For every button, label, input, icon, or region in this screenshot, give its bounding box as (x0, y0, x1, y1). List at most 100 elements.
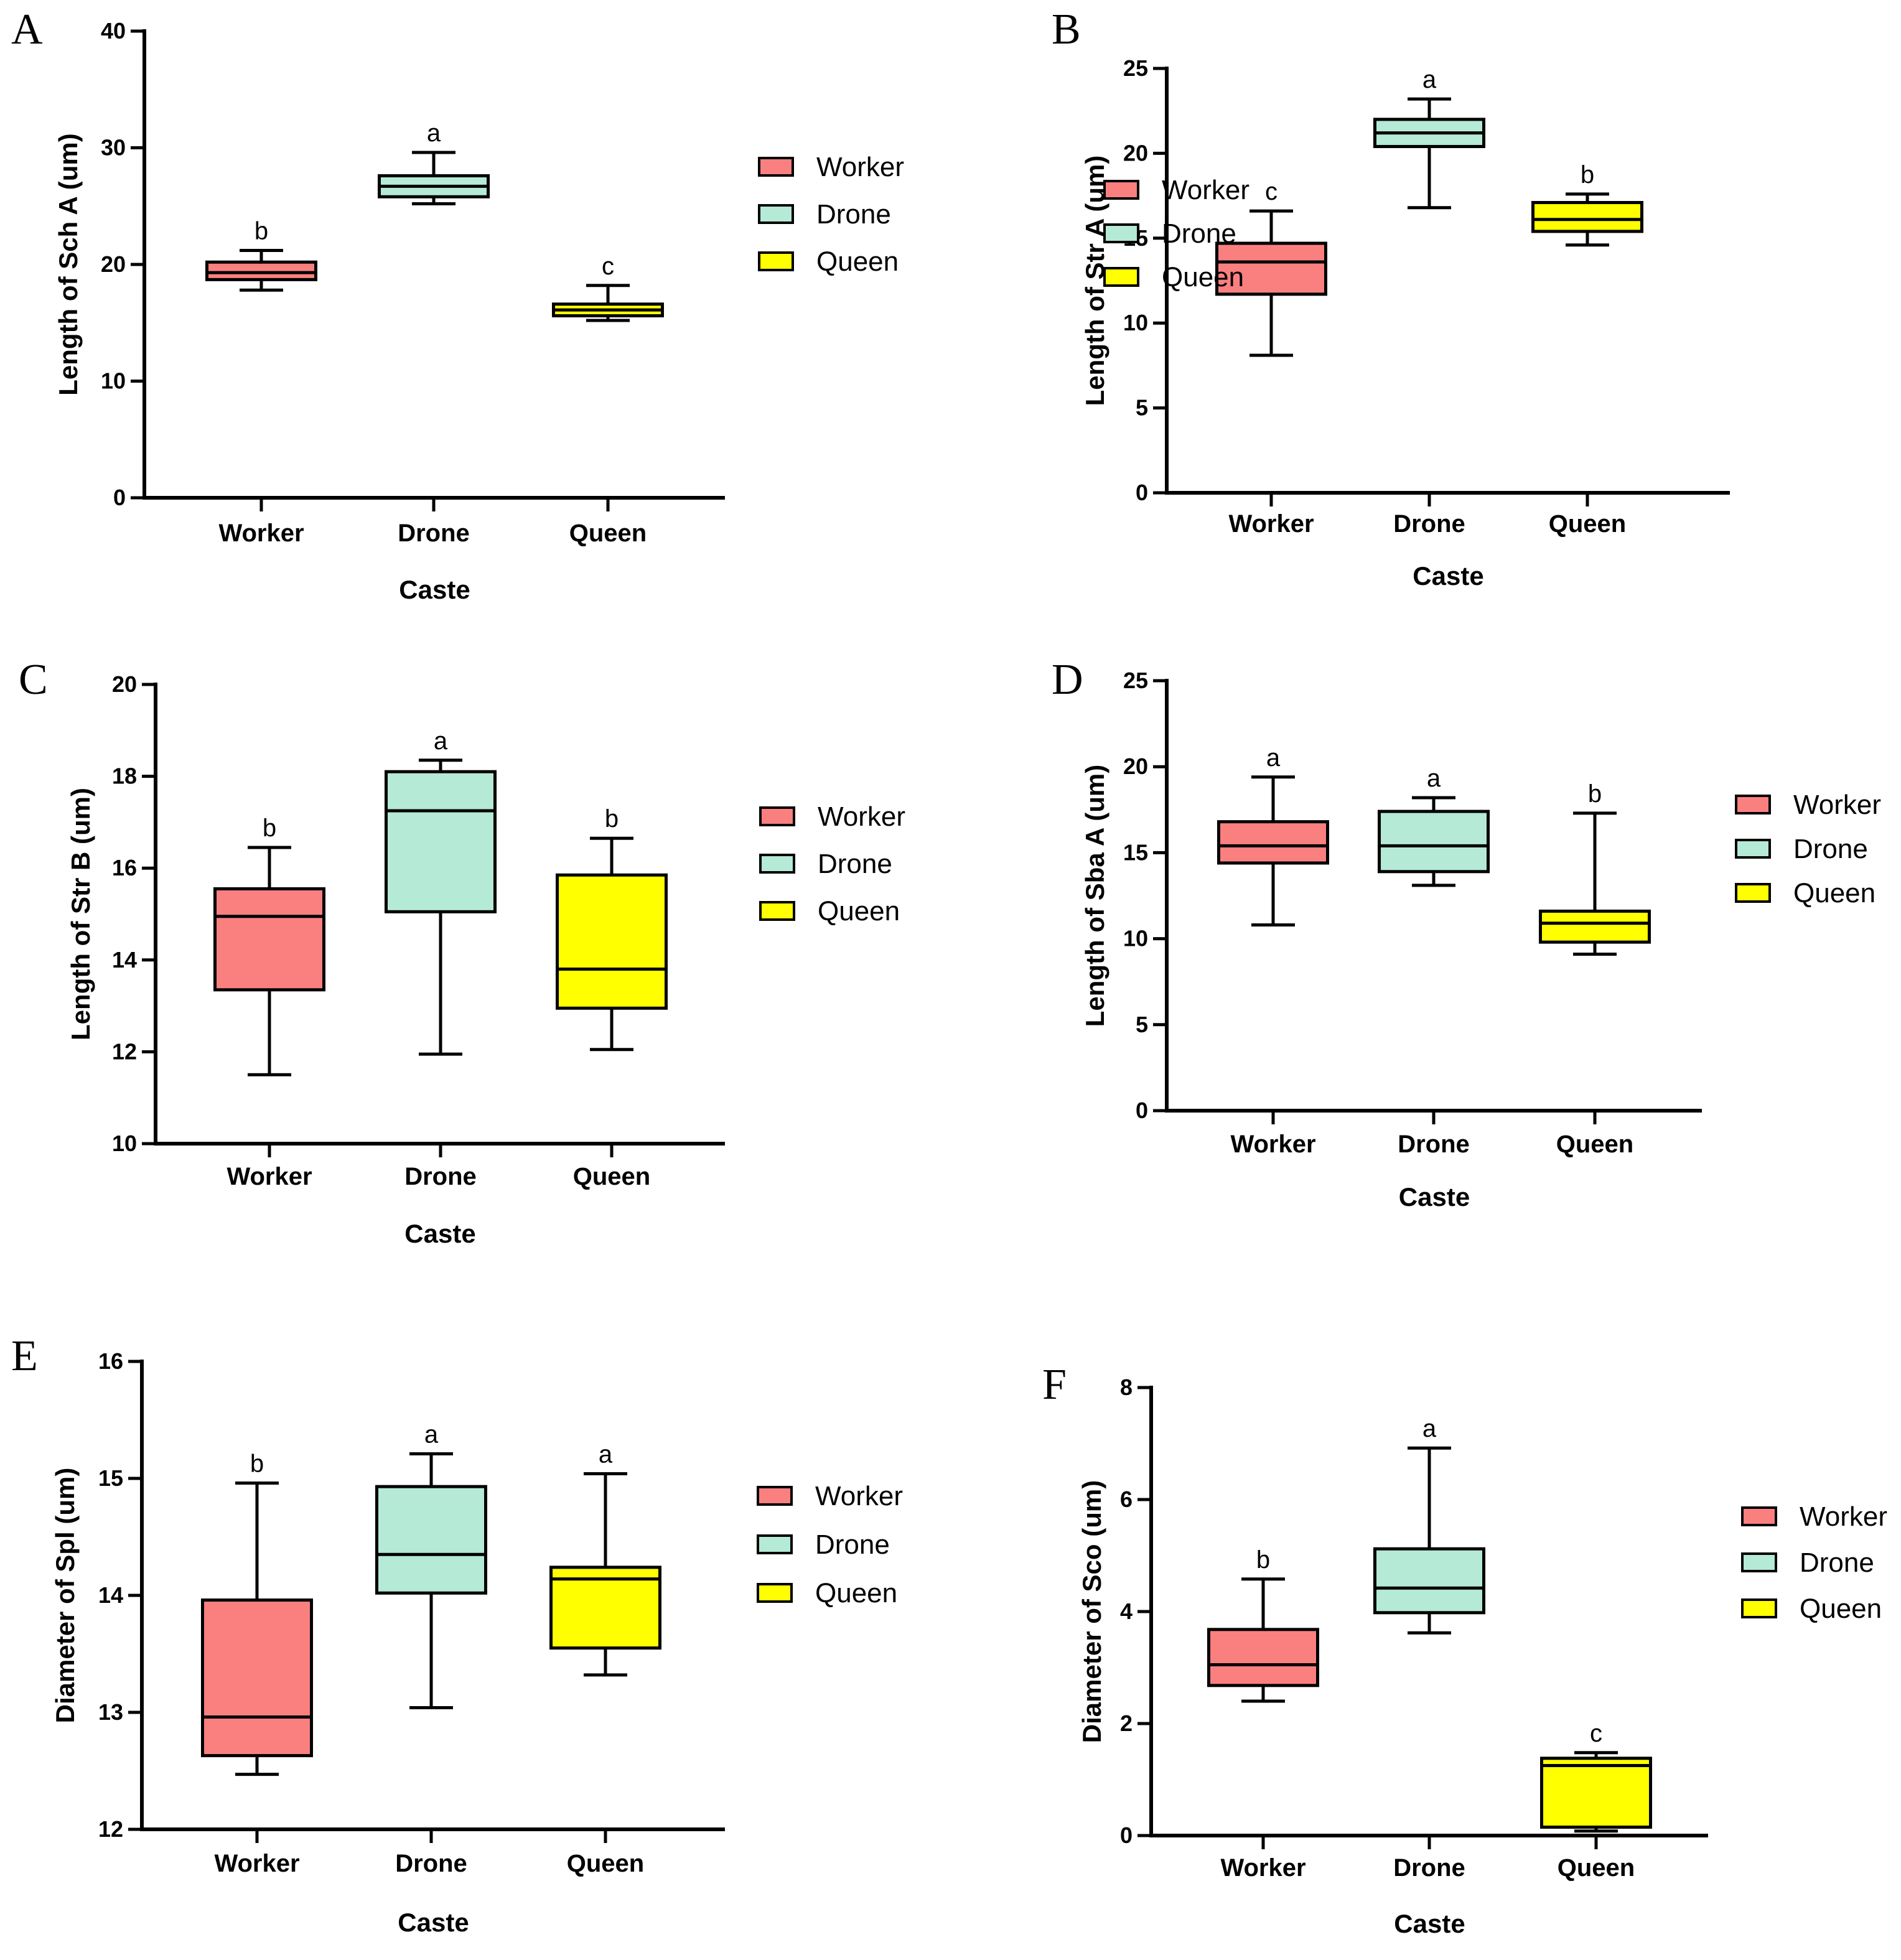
x-axis-title: Caste (1399, 1182, 1470, 1211)
significance-letter: a (1422, 1415, 1437, 1442)
iqr-box (556, 873, 668, 1010)
box-queen: c (552, 253, 664, 322)
legend-label-drone: Drone (816, 199, 891, 230)
box-worker: c (1215, 178, 1327, 357)
iqr-box (1540, 1757, 1652, 1829)
x-tick-label-worker: Worker (1220, 1854, 1305, 1882)
iqr-box (201, 1598, 313, 1758)
legend-swatch-worker (1741, 1506, 1777, 1526)
legend: Worker Drone Queen (1735, 790, 1881, 908)
panel-b: B0510152025Length of Str A (um)WorkercDr… (1052, 6, 1730, 590)
y-tick-label: 16 (112, 855, 137, 880)
significance-letter: c (602, 253, 614, 280)
legend-label-drone: Drone (1793, 834, 1868, 864)
panel-letter: C (19, 656, 48, 704)
legend-label-drone: Drone (818, 849, 892, 879)
x-tick-label-worker: Worker (227, 1163, 312, 1190)
legend-swatch-queen (759, 901, 795, 921)
iqr-box (1207, 1628, 1319, 1687)
x-axis-title: Caste (1394, 1909, 1465, 1938)
legend-label-queen: Queen (1800, 1594, 1882, 1624)
x-tick-label-worker: Worker (1228, 510, 1314, 538)
significance-letter: b (250, 1450, 264, 1478)
y-tick-label: 20 (101, 251, 126, 277)
legend-swatch-queen (1103, 267, 1139, 287)
iqr-box (375, 1485, 487, 1595)
y-tick-label: 6 (1120, 1486, 1133, 1512)
panel-letter: E (11, 1332, 38, 1380)
legend-swatch-drone (1735, 839, 1771, 859)
panel-letter: D (1052, 656, 1083, 704)
iqr-box (1217, 820, 1329, 865)
y-tick-label: 0 (1120, 1822, 1133, 1848)
box-drone: a (1373, 1415, 1485, 1635)
legend-swatch-drone (757, 1534, 793, 1554)
panel-c: C 10 12 14 16 18 20 Length of Str B (um) Worker b… (19, 656, 905, 1248)
x-tick-label-worker: Worker (218, 520, 304, 547)
significance-letter: a (1427, 765, 1441, 792)
panel-f: F 0 2 4 6 8 Diameter of Sco (um) Worker b Drone a Q… (1042, 1361, 1887, 1938)
x-tick-label-drone: Drone (398, 520, 470, 547)
significance-letter: a (434, 727, 448, 755)
x-axis-title: Caste (399, 575, 470, 604)
legend-swatch-worker (1735, 795, 1771, 814)
x-tick-label-queen: Queen (567, 1850, 644, 1877)
legend-swatch-drone (759, 854, 795, 874)
legend-swatch-queen (757, 1583, 793, 1603)
legend-label-queen: Queen (1793, 878, 1875, 908)
legend-swatch-queen (1741, 1598, 1777, 1618)
legend-label-drone: Drone (1162, 218, 1236, 249)
y-tick-label: 40 (101, 18, 126, 44)
significance-letter: b (1588, 780, 1602, 808)
legend-swatch-worker (757, 1486, 793, 1506)
box-drone: a (1373, 66, 1485, 210)
panel-a: A 0 10 20 30 40 Length of Sch A (um) Worker b Dro… (11, 6, 904, 604)
x-tick-label-worker: Worker (1230, 1131, 1315, 1158)
legend: Worker Drone Queen (1103, 175, 1249, 292)
box-drone: a (378, 119, 490, 205)
box-worker: b (1207, 1546, 1319, 1703)
y-tick-label: 4 (1120, 1598, 1133, 1624)
y-tick-label: 30 (101, 135, 126, 161)
iqr-box (1531, 201, 1643, 233)
box-queen: b (1531, 161, 1643, 247)
iqr-box (213, 887, 325, 992)
significance-letter: a (599, 1440, 613, 1468)
significance-letter: b (1581, 161, 1594, 189)
legend-swatch-queen (1735, 883, 1771, 903)
legend: Worker Drone Queen (759, 801, 905, 926)
legend-swatch-drone (1741, 1552, 1777, 1572)
y-tick-label: 13 (98, 1699, 123, 1725)
box-queen: a (549, 1440, 661, 1677)
iqr-box (1539, 909, 1651, 944)
legend-label-queen: Queen (818, 896, 900, 926)
y-tick-label: 8 (1120, 1374, 1133, 1400)
x-tick-label-drone: Drone (404, 1163, 477, 1190)
y-tick-label: 0 (1136, 1098, 1148, 1123)
legend-swatch-worker (758, 157, 794, 177)
y-tick-label: 15 (98, 1465, 123, 1491)
box-queen: b (556, 805, 668, 1052)
x-tick-label-drone: Drone (1393, 510, 1465, 538)
y-axis-title: Length of Sch A (um) (54, 133, 83, 396)
legend-label-worker: Worker (818, 801, 905, 832)
x-tick-label-queen: Queen (1549, 510, 1626, 538)
panel-e: E 12 13 14 15 16 Diameter of Spl (um) Worker b Dr… (11, 1332, 903, 1937)
x-tick-label-drone: Drone (1398, 1131, 1470, 1158)
y-tick-label: 10 (1123, 926, 1148, 951)
box-worker: b (201, 1450, 313, 1776)
x-tick-label-queen: Queen (573, 1163, 650, 1190)
y-tick-label: 0 (1136, 480, 1148, 505)
panel-letter: A (11, 6, 43, 54)
significance-letter: a (424, 1421, 439, 1449)
x-tick-label-queen: Queen (569, 520, 647, 547)
iqr-box (549, 1566, 661, 1650)
x-axis-title: Caste (398, 1908, 469, 1937)
y-tick-label: 25 (1123, 668, 1148, 693)
y-tick-label: 16 (98, 1348, 123, 1374)
legend-label-worker: Worker (1162, 175, 1249, 205)
y-axis-title: Length of Str B (um) (66, 788, 95, 1040)
x-tick-label-drone: Drone (1393, 1854, 1465, 1882)
legend: Worker Drone Queen (1741, 1501, 1887, 1624)
y-tick-label: 15 (1123, 839, 1148, 865)
